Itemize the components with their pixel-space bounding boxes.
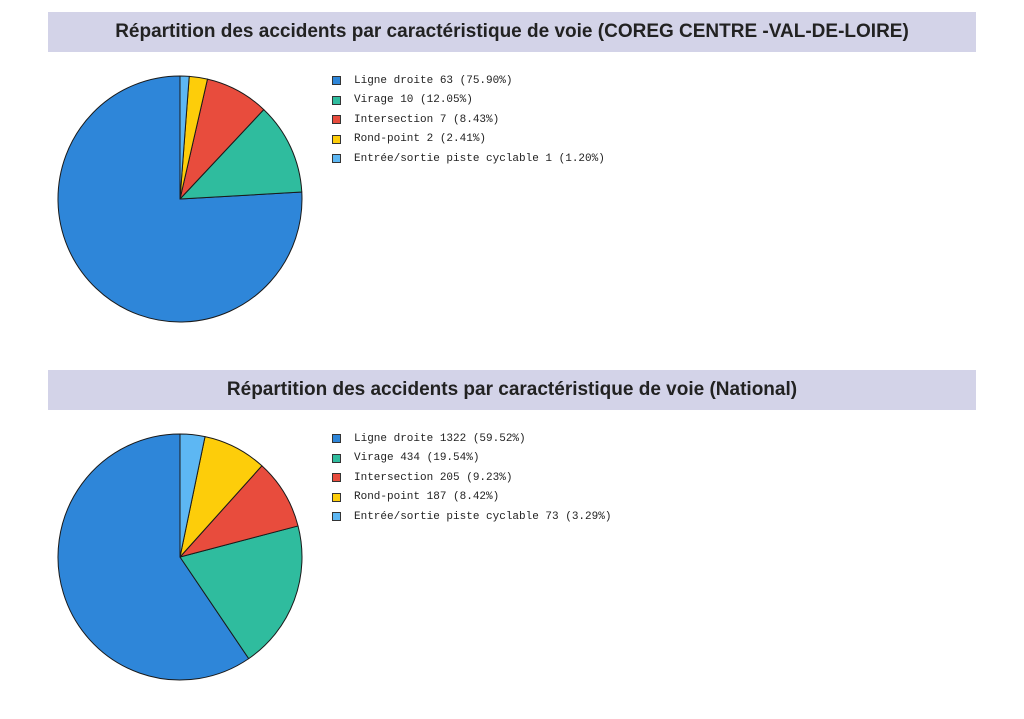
- pie-slice-1: [57, 433, 250, 681]
- legend-swatch: [332, 512, 341, 522]
- legend-item: Intersection 7 (8.43%): [332, 110, 605, 130]
- legend-label: Rond-point 187 (8.42%): [354, 491, 500, 504]
- legend-item: Intersection 205 (9.23%): [332, 468, 611, 488]
- legend-swatch: [332, 453, 341, 463]
- chart-legend: Ligne droite 1322 (59.52%) Virage 434 (1…: [332, 429, 611, 527]
- legend-label: Virage 434 (19.54%): [354, 452, 480, 465]
- legend-item: Ligne droite 1322 (59.52%): [332, 429, 611, 449]
- legend-item: Entrée/sortie piste cyclable 73 (3.29%): [332, 507, 611, 527]
- pie-slice-5: [179, 75, 190, 200]
- legend-label: Intersection 7 (8.43%): [354, 113, 500, 126]
- chart-title: Répartition des accidents par caractéris…: [48, 12, 976, 52]
- legend-swatch: [332, 76, 341, 86]
- chart-panel-national: Répartition des accidents par caractéris…: [0, 358, 1024, 719]
- chart-title: Répartition des accidents par caractéris…: [48, 370, 976, 410]
- chart-panel-coreg: Répartition des accidents par caractéris…: [0, 0, 1024, 350]
- legend-swatch: [332, 95, 341, 105]
- legend-label: Entrée/sortie piste cyclable 1 (1.20%): [354, 152, 605, 165]
- legend-label: Ligne droite 63 (75.90%): [354, 74, 513, 87]
- legend-item: Rond-point 2 (2.41%): [332, 130, 605, 150]
- legend-swatch: [332, 434, 341, 444]
- legend-swatch: [332, 115, 341, 125]
- legend-item: Virage 10 (12.05%): [332, 91, 605, 111]
- legend-label: Entrée/sortie piste cyclable 73 (3.29%): [354, 510, 612, 523]
- pie-chart: [57, 433, 303, 681]
- legend-label: Virage 10 (12.05%): [354, 94, 473, 107]
- legend-swatch: [332, 473, 341, 483]
- legend-swatch: [332, 154, 341, 164]
- chart-legend: Ligne droite 63 (75.90%) Virage 10 (12.0…: [332, 71, 605, 169]
- legend-item: Rond-point 187 (8.42%): [332, 488, 611, 508]
- legend-label: Intersection 205 (9.23%): [354, 471, 513, 484]
- legend-swatch: [332, 134, 341, 144]
- pie-slice-2: [179, 109, 303, 200]
- legend-label: Ligne droite 1322 (59.52%): [354, 432, 526, 445]
- legend-item: Virage 434 (19.54%): [332, 449, 611, 469]
- pie-slice-5: [179, 433, 206, 558]
- legend-label: Rond-point 2 (2.41%): [354, 133, 487, 146]
- legend-swatch: [332, 492, 341, 502]
- legend-item: Entrée/sortie piste cyclable 1 (1.20%): [332, 149, 605, 169]
- pie-slice-2: [179, 525, 303, 660]
- pie-chart: [57, 75, 303, 323]
- legend-item: Ligne droite 63 (75.90%): [332, 71, 605, 91]
